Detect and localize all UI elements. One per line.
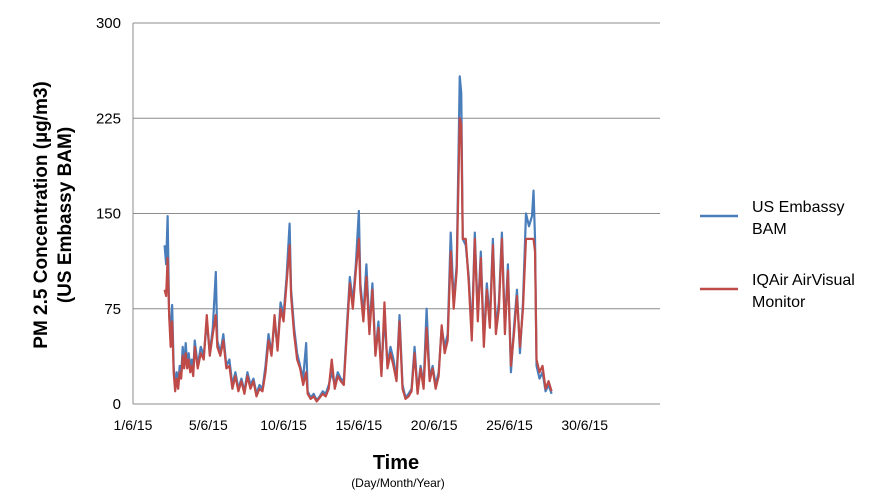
y-tick-label: 75 [104, 301, 121, 318]
legend-label-0: US Embassy BAM [752, 199, 844, 238]
series-lines [163, 75, 553, 403]
y-tick-labels: 0 75 150 225 300 [96, 15, 121, 413]
x-axis-label: Time [373, 452, 419, 474]
x-tick-label: 15/6/15 [335, 417, 382, 433]
y-tick-label: 0 [113, 396, 121, 413]
axes [132, 23, 660, 405]
y-axis-label-line2: (US Embassy BAM) [55, 127, 76, 303]
series-line-1 [163, 117, 553, 403]
x-tick-label: 30/6/15 [561, 417, 608, 433]
y-tick-label: 150 [96, 206, 121, 223]
x-tick-label: 20/6/15 [411, 417, 458, 433]
x-tick-labels: 1/6/15 5/6/15 10/6/15 15/6/15 20/6/15 25/6/15… [114, 417, 609, 433]
x-tick-label: 1/6/15 [114, 417, 153, 433]
x-tick-label: 25/6/15 [486, 417, 533, 433]
y-axis-label-line1: PM 2.5 Concentration (µg/m3) [31, 81, 52, 348]
x-tick-label: 10/6/15 [260, 417, 307, 433]
y-tick-label: 225 [96, 110, 121, 127]
x-axis-sublabel: (Day/Month/Year) [351, 476, 445, 490]
y-tick-label: 300 [96, 15, 121, 32]
legend-label-1: IQAir AirVisual Monitor [752, 272, 855, 311]
legend: US Embassy BAM IQAir AirVisual Monitor [700, 199, 855, 311]
gridlines [133, 22, 660, 310]
x-tick-label: 5/6/15 [189, 417, 228, 433]
